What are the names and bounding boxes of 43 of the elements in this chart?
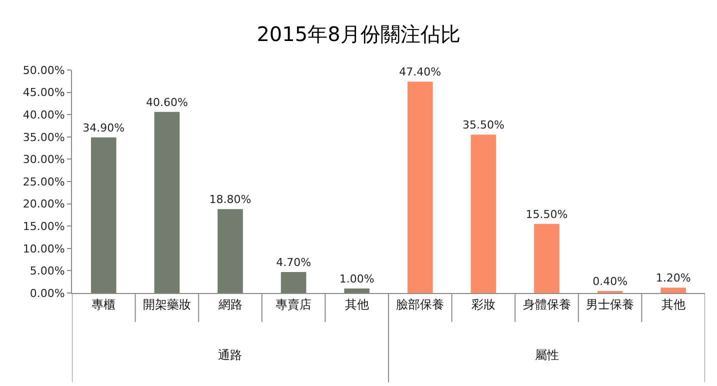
x-tick-label: 其他 bbox=[344, 297, 369, 312]
x-tick-label: 男士保養 bbox=[586, 297, 634, 312]
data-label: 40.60% bbox=[146, 96, 188, 109]
y-tick-label: 35.00% bbox=[22, 130, 65, 144]
bar bbox=[660, 288, 686, 293]
chart-title: 2015年8月份關注佔比 bbox=[256, 22, 460, 46]
x-tick-label: 網路 bbox=[217, 297, 242, 312]
y-tick-label: 40.00% bbox=[22, 108, 65, 122]
text: 屬性 bbox=[535, 348, 559, 362]
y-tick-label: 10.00% bbox=[22, 242, 65, 256]
data-label: 18.80% bbox=[209, 193, 252, 206]
x-tick-label: 專賣店 bbox=[276, 297, 312, 312]
y-tick-label: 20.00% bbox=[22, 198, 65, 211]
bar bbox=[534, 224, 560, 293]
bar bbox=[344, 288, 370, 293]
x-tick-label: 彩妝 bbox=[471, 297, 496, 312]
y-tick-label: 0.00% bbox=[30, 286, 65, 300]
bar bbox=[470, 134, 496, 293]
data-label: 4.70% bbox=[276, 256, 312, 270]
x-tick-label: 開架藥妝 bbox=[142, 297, 191, 312]
x-tick-label: 身體保養 bbox=[522, 297, 571, 312]
data-label: 35.50% bbox=[462, 118, 504, 132]
y-tick-label: 5.00% bbox=[30, 264, 65, 278]
bar bbox=[90, 137, 116, 293]
data-label: 47.40% bbox=[399, 66, 442, 79]
y-tick-label: 50.00% bbox=[22, 64, 65, 77]
data-label: 34.90% bbox=[82, 121, 125, 134]
data-label: 15.50% bbox=[526, 208, 568, 221]
data-label: 0.40% bbox=[592, 275, 628, 288]
bar bbox=[218, 209, 243, 293]
x-tick-label: 其他 bbox=[661, 297, 686, 312]
bar bbox=[407, 82, 433, 293]
y-tick-label: 25.00% bbox=[22, 175, 65, 188]
y-tick-label: 45.00% bbox=[22, 86, 65, 100]
x-tick-label: 臉部保養 bbox=[396, 297, 444, 312]
data-label: 1.00% bbox=[339, 272, 374, 286]
bar bbox=[280, 272, 306, 293]
text: 通路 bbox=[218, 348, 242, 362]
y-tick-label: 30.00% bbox=[22, 153, 65, 166]
x-tick-label: 專櫃 bbox=[92, 297, 116, 312]
data-label: 1.20% bbox=[656, 272, 691, 285]
bar bbox=[154, 112, 180, 293]
y-tick-label: 15.00% bbox=[22, 220, 65, 233]
